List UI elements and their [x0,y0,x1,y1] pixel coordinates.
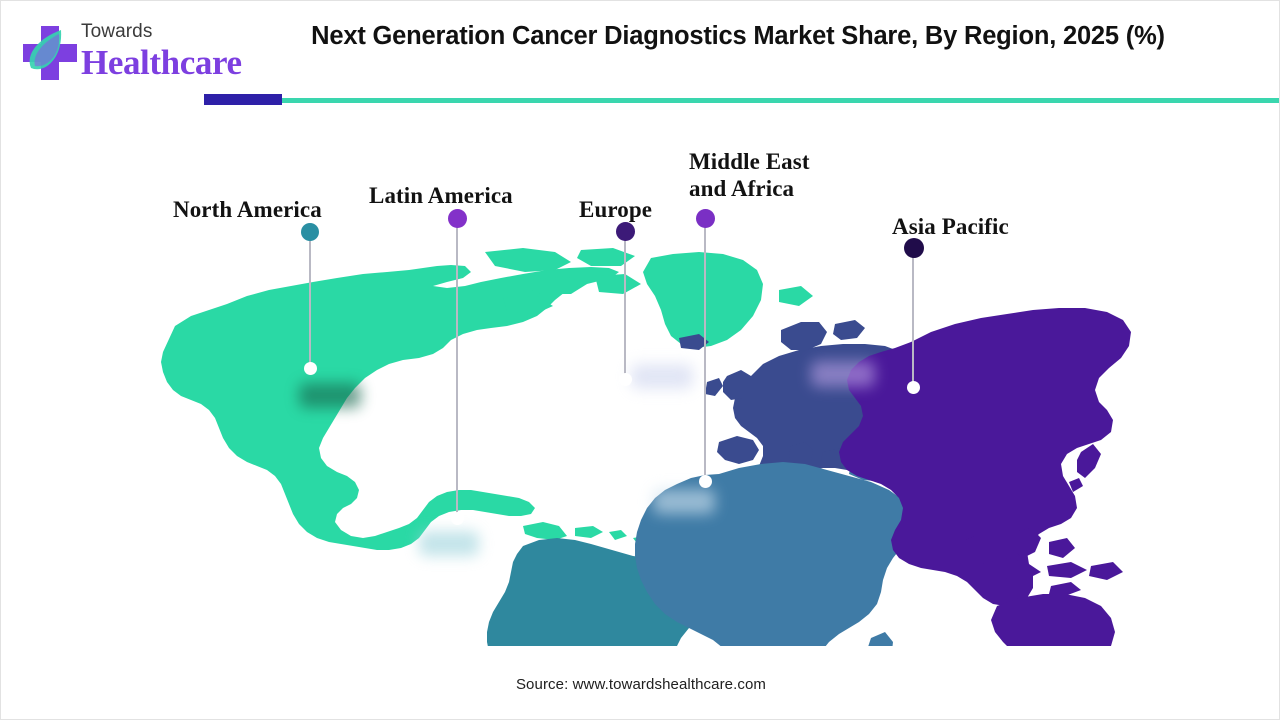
pin-stem [456,218,458,518]
brand-name-line1: Towards [81,21,153,42]
region-label-north-america: North America [173,197,322,222]
value-chip-asia-pacific [811,361,875,387]
region-label-europe: Europe [579,197,653,222]
pin-endpoint [906,381,920,394]
pin-endpoint [450,512,464,525]
pin-stem [912,248,914,387]
header-divider [1,94,1279,106]
region-label-middle-east-and-africa: Middle East and Africa [689,149,810,201]
map-container: North America Latin America Europe Middl… [1,106,1279,666]
pin-dot-middle-east-and-africa [696,209,715,228]
source-attribution: Source: www.towardshealthcare.com [515,676,767,693]
value-chip-latin-america [419,531,479,556]
region-label-latin-america: Latin America [369,183,513,208]
page-title: Next Generation Cancer Diagnostics Marke… [311,22,1165,50]
brand-name-line2: Healthcare [81,43,242,82]
value-chip-europe [631,364,693,389]
pin-stem [624,231,626,379]
header: Towards Healthcare Next Generation Cance… [1,1,1279,106]
value-chip-middle-east-and-africa [653,489,715,514]
pin-dot-north-america [301,223,319,241]
world-map [161,248,1131,646]
divider-accent-line [204,98,1279,103]
medical-cross-leaf-icon [19,22,81,84]
pin-dot-europe [616,222,635,241]
divider-accent-block [204,94,282,105]
pin-endpoint [303,362,317,375]
pin-endpoint [618,373,632,386]
pin-endpoint [698,475,712,488]
pin-dot-asia-pacific [904,238,924,258]
map-region-north-america[interactable] [161,248,813,550]
pin-stem [309,231,311,368]
value-chip-north-america [299,383,361,408]
brand-logo[interactable]: Towards Healthcare [19,18,251,88]
region-label-asia-pacific: Asia Pacific [892,214,1009,239]
pin-stem [704,218,706,481]
pin-dot-latin-america [448,209,467,228]
brand-wordmark: Towards Healthcare [81,20,256,82]
map-region-asia-pacific[interactable] [839,308,1131,646]
